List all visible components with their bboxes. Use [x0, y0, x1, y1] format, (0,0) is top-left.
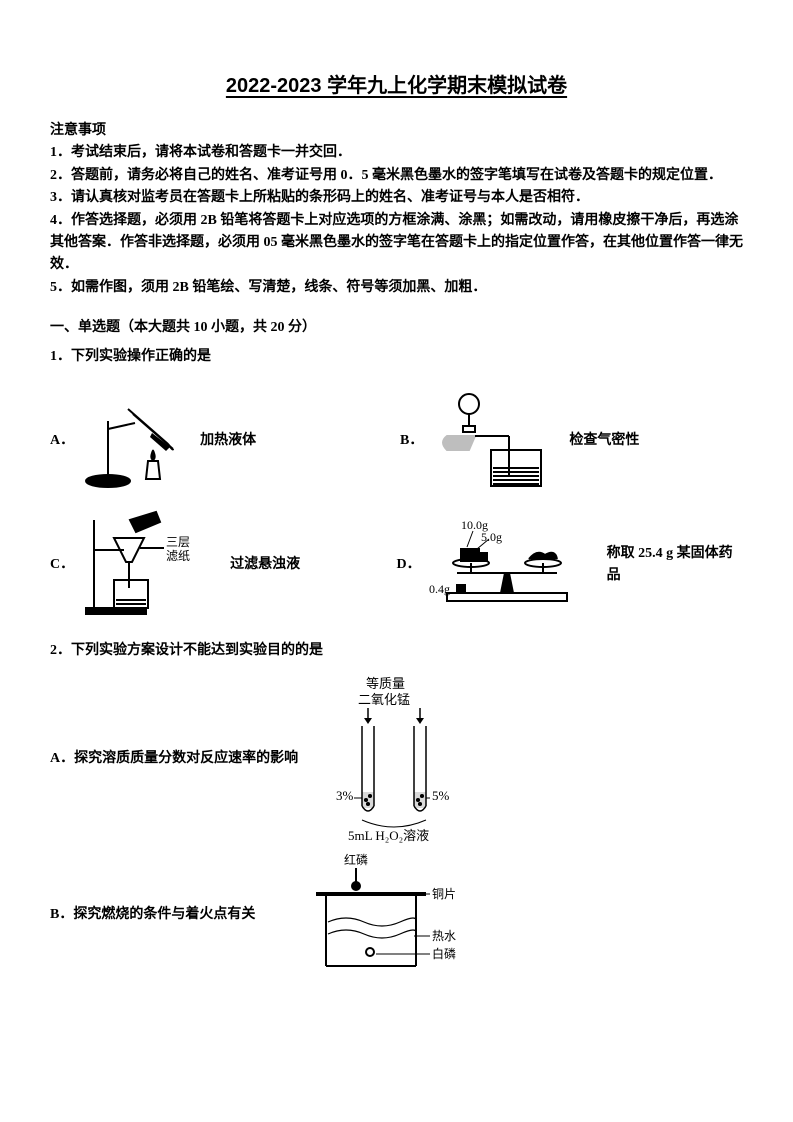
- q1-opt-d: D．: [396, 515, 743, 615]
- q1-d-w2: 5.0g: [481, 530, 502, 544]
- svg-text:三层: 三层: [166, 535, 190, 549]
- svg-text:白磷: 白磷: [432, 946, 456, 961]
- q1-d-letter: D．: [396, 554, 420, 576]
- q2-a-figure: 等质量 二氧化锰 3% 5%: [296, 674, 496, 844]
- q1-c-caption: 过滤悬浊液: [230, 554, 300, 576]
- q1-opt-c: C．: [50, 510, 386, 620]
- q1-b-caption: 检查气密性: [569, 430, 639, 452]
- section-1-head: 一、单选题（本大题共 10 小题，共 20 分）: [50, 317, 743, 339]
- svg-text:二氧化锰: 二氧化锰: [358, 692, 410, 707]
- notice-4: 4．作答选择题，必须用 2B 铅笔将答题卡上对应选项的方框涂满、涂黑；如需改动，…: [50, 210, 743, 277]
- q1-d-caption: 称取 25.4 g 某固体药品: [607, 543, 743, 588]
- q1-a-caption: 加热液体: [200, 430, 256, 452]
- svg-text:等质量: 等质量: [366, 676, 405, 691]
- notice-5: 5．如需作图，须用 2B 铅笔绘、写清楚，线条、符号等须加黑、加粗．: [50, 277, 743, 299]
- q2-opt-a: A．探究溶质质量分数对反应速率的影响 等质量 二氧化锰: [50, 674, 743, 844]
- q2-opt-b: B．探究燃烧的条件与着火点有关 红磷 铜片 热水: [50, 850, 743, 980]
- notice-2: 2．答题前，请务必将自己的姓名、准考证号用 0．5 毫米黑色墨水的签字笔填写在试…: [50, 165, 743, 187]
- q1-c-figure: 三层 滤纸: [80, 510, 220, 620]
- svg-text:热水: 热水: [432, 929, 456, 943]
- q1-row-ab: A．: [50, 386, 743, 496]
- q1-b-figure: [429, 386, 559, 496]
- q1-d-w3: 0.4g: [429, 582, 450, 596]
- q1-row-cd: C．: [50, 510, 743, 620]
- q1-c-letter: C．: [50, 554, 74, 576]
- svg-text:滤纸: 滤纸: [166, 549, 190, 563]
- svg-text:红磷: 红磷: [344, 852, 368, 867]
- q1-d-figure: 10.0g 5.0g 0.4g: [427, 515, 597, 615]
- q1-a-figure: [80, 391, 190, 491]
- svg-text:5mL H₂O₂溶液: 5mL H₂O₂溶液: [348, 828, 429, 843]
- q2-a-letter: A．探究溶质质量分数对反应速率的影响: [50, 748, 290, 770]
- q2-stem: 2．下列实验方案设计不能达到实验目的的是: [50, 640, 743, 662]
- notice-1: 1．考试结束后，请将本试卷和答题卡一并交回．: [50, 142, 743, 164]
- q1-opt-b: B．: [400, 386, 639, 496]
- q1-a-letter: A．: [50, 430, 74, 452]
- svg-text:铜片: 铜片: [432, 886, 456, 901]
- notice-heading: 注意事项: [50, 120, 743, 142]
- q1-opt-a: A．: [50, 391, 390, 491]
- page-title: 2022-2023 学年九上化学期末模拟试卷: [50, 70, 743, 102]
- q1-b-letter: B．: [400, 430, 423, 452]
- notice-3: 3．请认真核对监考员在答题卡上所粘贴的条形码上的姓名、准考证号与本人是否相符．: [50, 187, 743, 209]
- svg-text:3%: 3%: [336, 788, 354, 803]
- svg-text:5%: 5%: [432, 788, 450, 803]
- q2-b-figure: 红磷 铜片 热水 白磷: [296, 850, 476, 980]
- q2-b-letter: B．探究燃烧的条件与着火点有关: [50, 904, 290, 926]
- q1-stem: 1．下列实验操作正确的是: [50, 346, 743, 368]
